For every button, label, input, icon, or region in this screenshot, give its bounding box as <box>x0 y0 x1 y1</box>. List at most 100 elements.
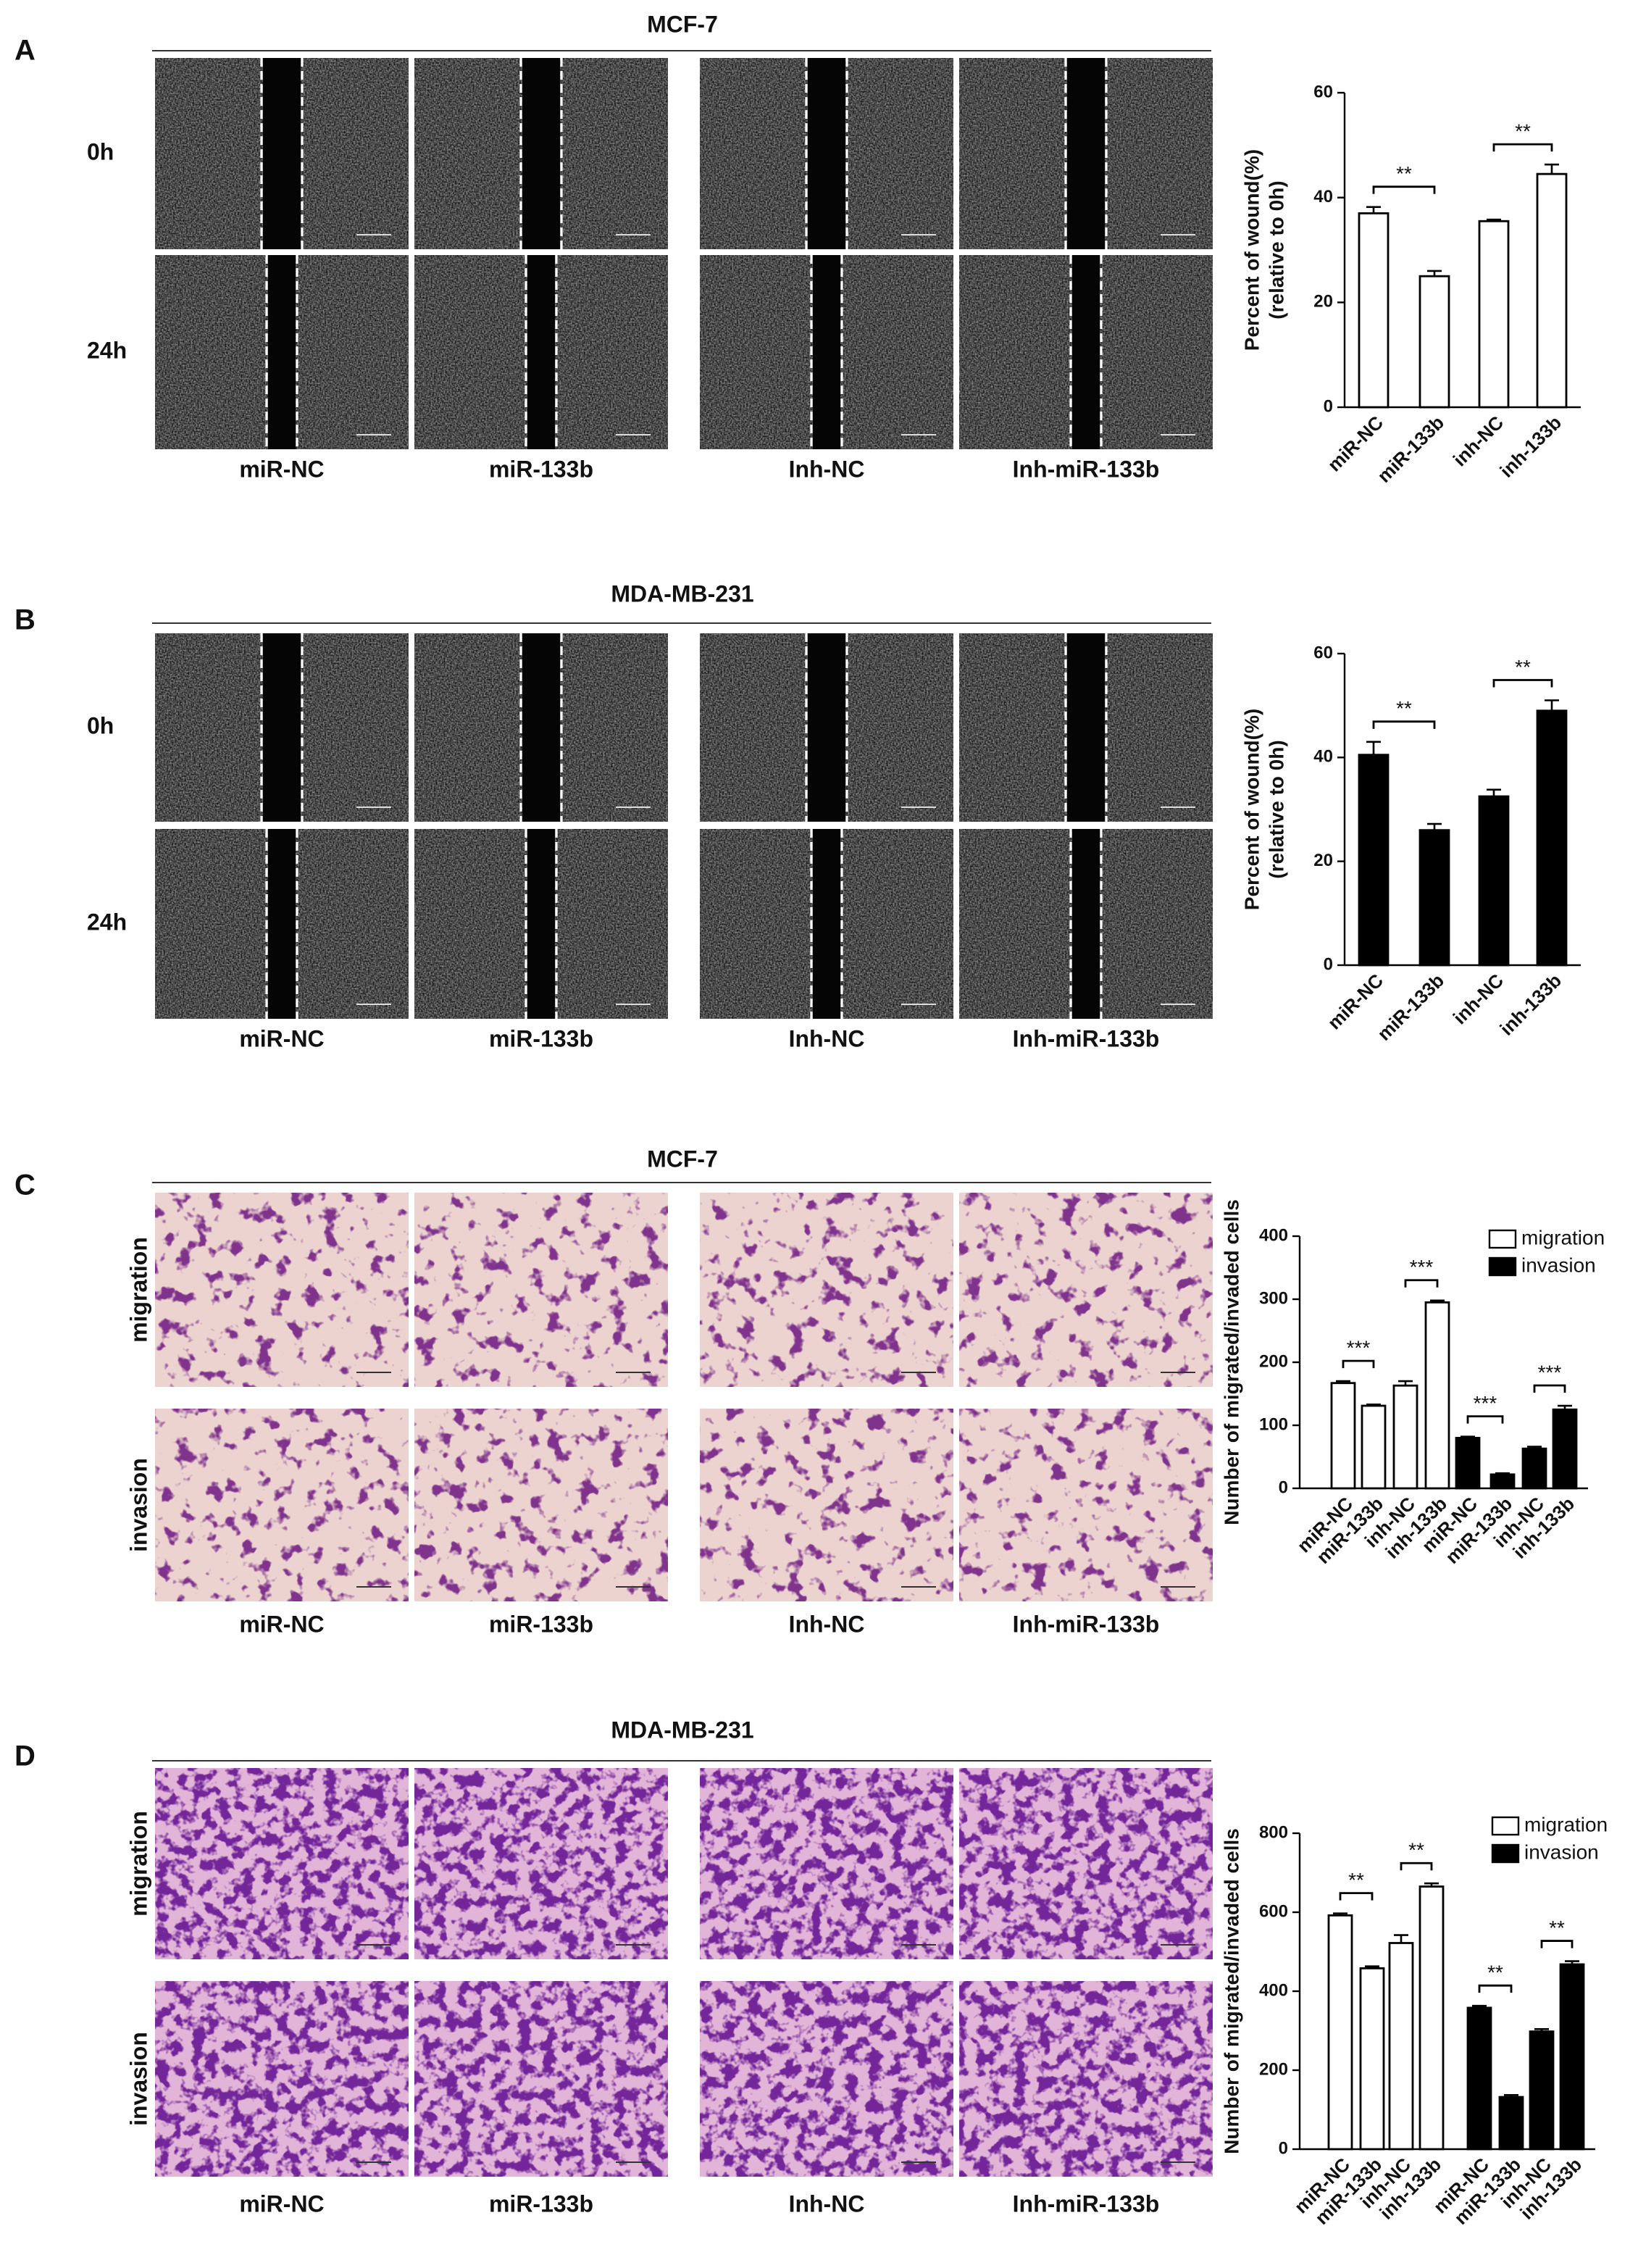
significance-bracket <box>1404 1279 1439 1288</box>
significance-label: ** <box>1408 1839 1424 1861</box>
column-label: miR-133b <box>489 456 593 482</box>
bar <box>1418 275 1450 409</box>
row-label: 0h <box>87 138 114 164</box>
significance-bracket <box>1540 1940 1574 1948</box>
y-tick-label: 20 <box>1313 292 1333 312</box>
significance-label: *** <box>1538 1361 1562 1383</box>
micrograph <box>959 1768 1213 1959</box>
bar <box>1361 1404 1387 1490</box>
micrograph <box>414 1409 668 1601</box>
wound-gap <box>1072 255 1100 449</box>
significance-bracket <box>1342 1359 1375 1369</box>
wound-gap <box>808 633 845 822</box>
significance-label: ** <box>1549 1917 1565 1939</box>
significance-label: ** <box>1396 697 1412 720</box>
column-label: Inh-NC <box>789 1025 865 1051</box>
row-label: invasion <box>125 1458 151 1552</box>
wound-gap <box>268 829 296 1019</box>
y-tick-label: 40 <box>1313 747 1333 767</box>
bar <box>1418 1885 1445 2151</box>
column-label: miR-133b <box>489 1611 593 1637</box>
y-tick-label: 0 <box>1279 2138 1288 2158</box>
y-tick-label: 60 <box>1313 82 1333 101</box>
legend-label: migration <box>1521 1226 1605 1248</box>
legend-swatch <box>1488 1256 1517 1277</box>
significance-bracket <box>1339 1892 1374 1901</box>
y-axis-label: Percent of wound(%) <box>1240 709 1263 910</box>
y-tick-label: 40 <box>1313 187 1333 207</box>
significance-label: ** <box>1396 162 1412 185</box>
wound-gap <box>813 255 840 449</box>
legend-swatch <box>1491 1816 1520 1836</box>
y-axis-label: Number of migrated/invaded cells <box>1220 1828 1242 2154</box>
x-tick-label: miR-133b <box>1373 412 1448 487</box>
bar <box>1559 1963 1585 2151</box>
micrograph <box>700 1981 953 2177</box>
significance-label: ** <box>1515 120 1531 142</box>
column-label: miR-133b <box>489 1025 593 1051</box>
significance-bracket <box>1533 1384 1566 1393</box>
bar <box>1536 709 1568 967</box>
significance-bracket <box>1466 1415 1504 1424</box>
micrograph <box>700 1193 953 1387</box>
wound-gap <box>268 255 296 449</box>
wound-gap <box>263 633 301 822</box>
legend-label: migration <box>1524 1813 1608 1835</box>
micrograph <box>414 1193 668 1387</box>
bar <box>1498 2096 1524 2151</box>
panel-title: MCF-7 <box>647 1146 718 1172</box>
y-tick-label: 200 <box>1259 2059 1288 2079</box>
legend-swatch <box>1488 1229 1517 1249</box>
wound-gap <box>263 58 301 249</box>
legend-swatch <box>1491 1843 1520 1864</box>
panel-title: MCF-7 <box>647 11 718 37</box>
y-tick-label: 300 <box>1259 1288 1288 1308</box>
panel-letter: C <box>14 1170 35 1201</box>
column-label: Inh-miR-133b <box>1013 1025 1160 1051</box>
column-label: Inh-NC <box>789 2190 865 2217</box>
micrograph <box>155 1193 409 1387</box>
y-tick-label: 400 <box>1259 1225 1288 1245</box>
row-label: migration <box>125 1237 151 1343</box>
wound-gap <box>527 255 555 449</box>
y-tick-label: 400 <box>1259 1980 1288 2000</box>
micrograph <box>414 1981 668 2177</box>
wound-gap <box>527 829 555 1019</box>
bar <box>1358 212 1390 409</box>
significance-label: ** <box>1487 1961 1503 1984</box>
bar <box>1359 1967 1385 2151</box>
micrograph <box>959 1409 1213 1601</box>
wound-gap <box>1072 829 1100 1019</box>
panel-letter: A <box>14 35 35 67</box>
row-label: 0h <box>87 712 114 738</box>
panel-letter: B <box>14 604 35 636</box>
wound-gap <box>808 58 845 249</box>
y-tick-label: 0 <box>1324 396 1333 416</box>
column-label: Inh-NC <box>789 456 865 482</box>
x-tick-label: inh-133b <box>1495 970 1566 1040</box>
bar <box>1358 754 1390 967</box>
column-label: miR-NC <box>239 456 324 482</box>
significance-bracket <box>1492 143 1553 152</box>
micrograph <box>700 1409 953 1601</box>
micrograph <box>414 1768 668 1959</box>
column-label: miR-NC <box>239 1611 324 1637</box>
micrograph <box>155 1409 409 1601</box>
micrograph <box>155 1768 409 1959</box>
wound-gap <box>1067 58 1105 249</box>
bar <box>1330 1382 1356 1490</box>
significance-label: ** <box>1348 1869 1364 1891</box>
bar <box>1418 829 1450 967</box>
bar <box>1478 795 1510 967</box>
y-axis-label: (relative to 0h) <box>1265 740 1287 878</box>
y-tick-label: 20 <box>1313 851 1333 870</box>
wound-gap <box>1067 633 1105 822</box>
x-tick-label: inh-133b <box>1495 412 1566 482</box>
significance-bracket <box>1478 1984 1513 1993</box>
bar <box>1466 2006 1492 2151</box>
y-axis-label: (relative to 0h) <box>1265 180 1287 319</box>
x-tick-label: miR-133b <box>1373 970 1448 1045</box>
y-axis-label: Number of migrated/invaded cells <box>1220 1199 1242 1525</box>
